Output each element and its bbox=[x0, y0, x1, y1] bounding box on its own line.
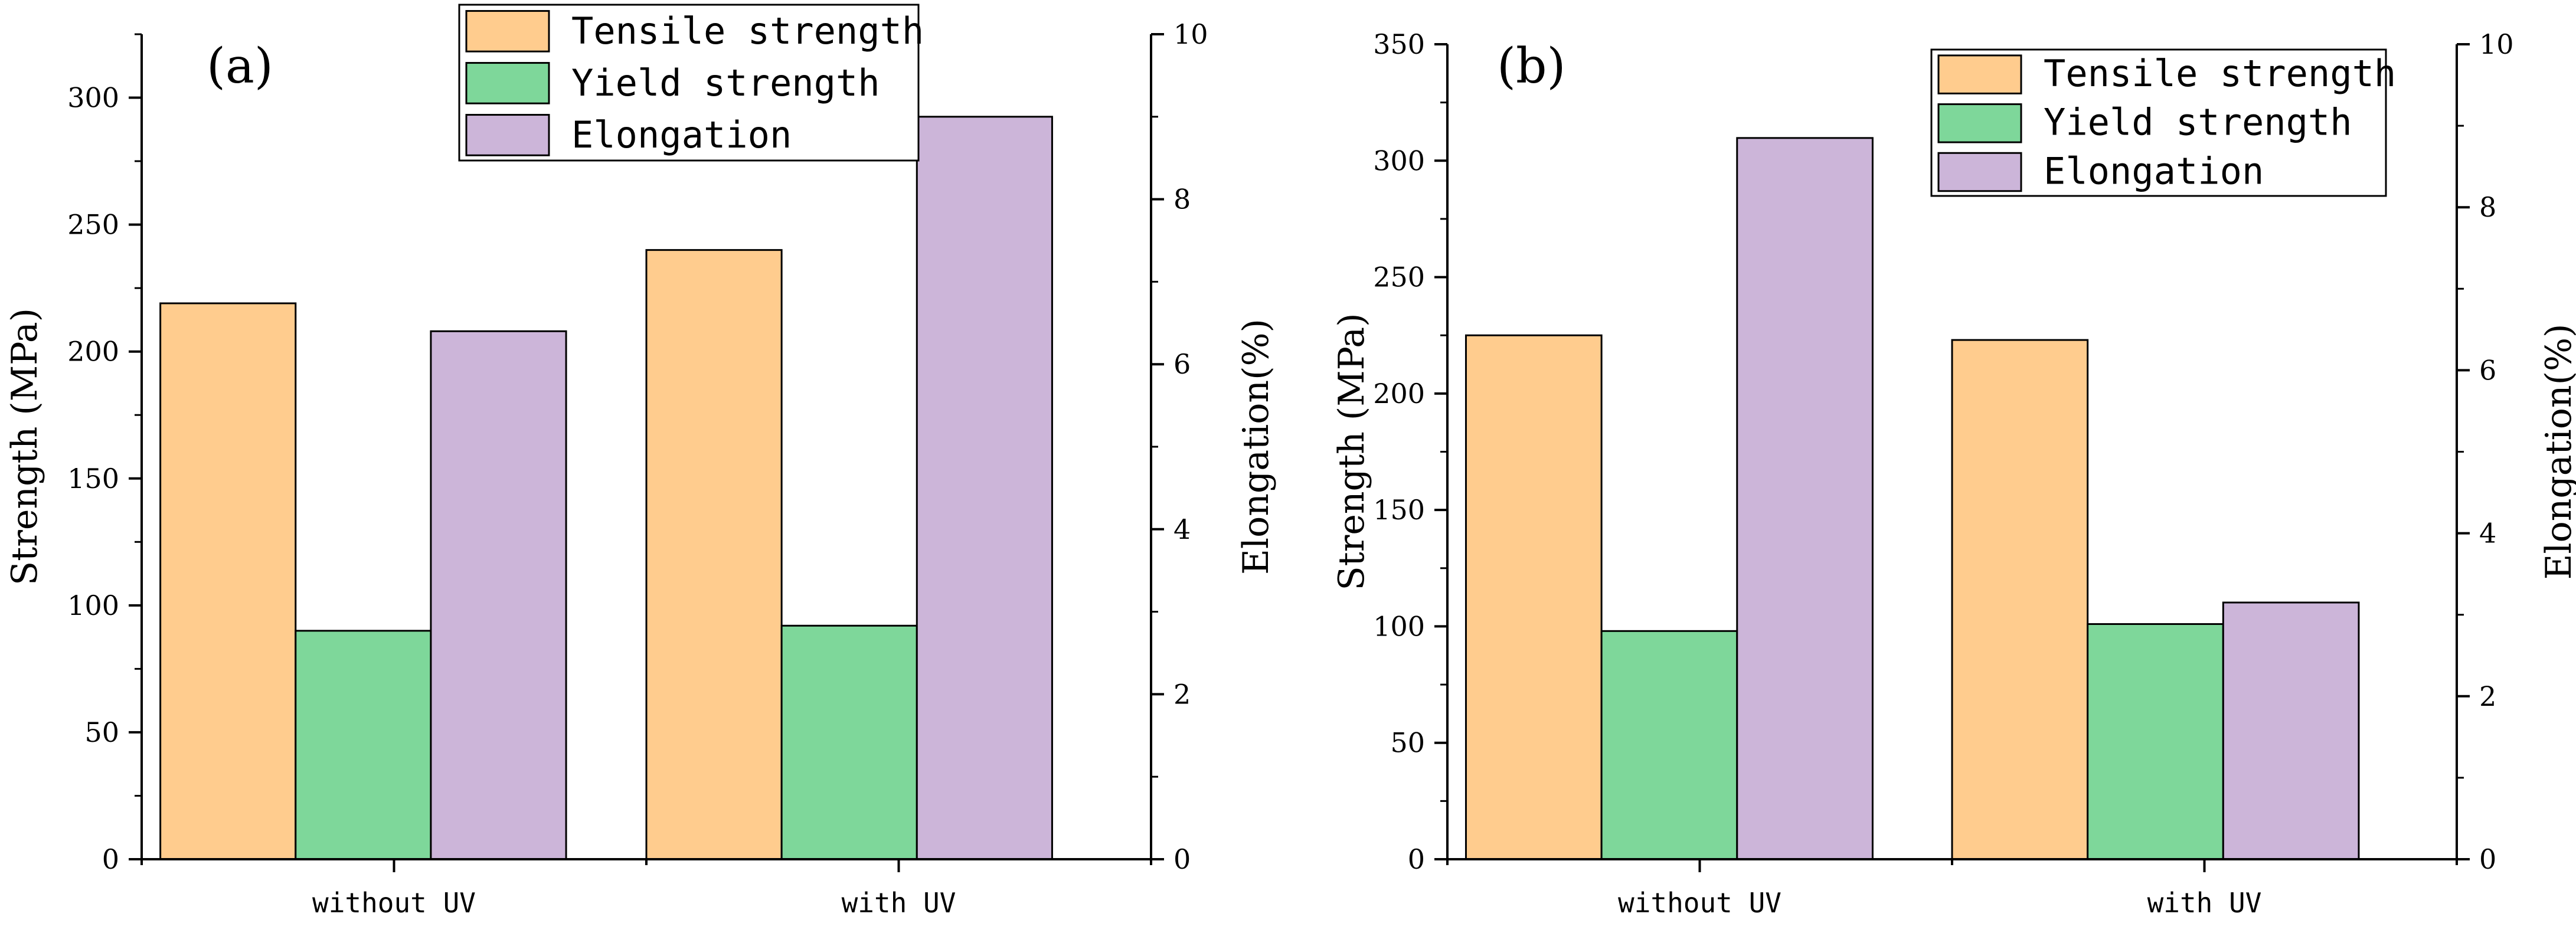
bar-yield-without-uv bbox=[295, 630, 432, 860]
y-axis-title-right: Elongation(%) bbox=[1235, 319, 1277, 575]
legend-swatch-elongation bbox=[465, 114, 550, 156]
y-tick-label-right: 6 bbox=[2479, 354, 2496, 386]
y-tick-label-left: 200 bbox=[1373, 378, 1425, 410]
y-tick-label-left: 0 bbox=[1408, 843, 1425, 875]
legend-label-tensile: Tensile strength bbox=[2044, 52, 2396, 95]
x-category-label: with UV bbox=[842, 887, 956, 919]
y-tick-label-right: 0 bbox=[2479, 843, 2496, 875]
chart-panel-a: 0 50 100 150 200 250 300 0 2 4 6 8 10 without UV with … bbox=[4, 4, 1277, 919]
panel-label: (a) bbox=[207, 38, 273, 94]
legend-label-tensile: Tensile strength bbox=[571, 9, 924, 53]
legend-swatch-yield bbox=[1937, 103, 2022, 143]
y-tick-label-right: 8 bbox=[1173, 184, 1191, 215]
legend-swatch-yield bbox=[465, 62, 550, 104]
legend-label-elongation: Elongation bbox=[571, 113, 792, 156]
legend-swatch-elongation bbox=[1937, 152, 2022, 192]
y-axis-title-left: Strength (MPa) bbox=[4, 308, 45, 585]
chart-panel-b: 0 50 100 150 200 250 300 350 0 2 4 6 8 10 without UV wi… bbox=[1331, 28, 2576, 919]
y-tick-label-left: 150 bbox=[1373, 494, 1425, 526]
bar-elongation-with-uv bbox=[2222, 601, 2360, 860]
y-tick-label-left: 200 bbox=[67, 336, 119, 368]
y-axis-title-right: Elongation(%) bbox=[2538, 324, 2576, 580]
legend-label-yield: Yield strength bbox=[571, 61, 880, 104]
x-category-label: without UV bbox=[312, 887, 476, 919]
y-tick-label-left: 300 bbox=[1373, 145, 1425, 176]
panel-label: (b) bbox=[1497, 38, 1565, 94]
y-tick-label-left: 100 bbox=[1373, 610, 1425, 642]
legend-label-elongation: Elongation bbox=[2044, 149, 2264, 192]
y-tick-label-left: 0 bbox=[102, 843, 119, 875]
bar-elongation-with-uv bbox=[916, 116, 1053, 860]
legend: Tensile strength Yield strength Elongation bbox=[458, 4, 924, 162]
y-tick-label-right: 2 bbox=[2479, 680, 2496, 712]
legend-swatch-tensile bbox=[1937, 54, 2022, 94]
x-category-label: with UV bbox=[2147, 887, 2262, 919]
y-tick-label-right: 10 bbox=[1173, 18, 1208, 50]
bar-tensile-without-uv bbox=[1464, 334, 1603, 860]
bar-tensile-with-uv bbox=[1951, 339, 2089, 860]
y-tick-label-left: 250 bbox=[1373, 261, 1425, 293]
y-tick-label-right: 0 bbox=[1173, 843, 1191, 875]
y-tick-label-left: 150 bbox=[67, 463, 119, 495]
y-tick-label-right: 4 bbox=[1173, 513, 1191, 545]
y-tick-label-right: 4 bbox=[2479, 518, 2496, 549]
y-tick-label-left: 50 bbox=[84, 716, 119, 748]
legend-swatch-tensile bbox=[465, 10, 550, 53]
legend: Tensile strength Yield strength Elongation bbox=[1930, 48, 2396, 197]
bar-yield-without-uv bbox=[1600, 630, 1738, 860]
y-tick-label-right: 10 bbox=[2479, 28, 2514, 60]
y-tick-label-left: 350 bbox=[1373, 28, 1425, 60]
x-category-label: without UV bbox=[1618, 887, 1781, 919]
y-tick-label-left: 300 bbox=[67, 82, 119, 114]
bar-elongation-without-uv bbox=[1736, 137, 1874, 860]
y-tick-label-right: 8 bbox=[2479, 191, 2496, 223]
bar-yield-with-uv bbox=[2087, 623, 2224, 860]
y-axis-title-left: Strength (MPa) bbox=[1331, 313, 1372, 591]
y-tick-label-right: 2 bbox=[1173, 678, 1191, 710]
y-tick-label-left: 250 bbox=[67, 209, 119, 241]
legend-label-yield: Yield strength bbox=[2044, 101, 2352, 144]
y-tick-label-right: 6 bbox=[1173, 348, 1191, 380]
y-tick-label-left: 100 bbox=[67, 590, 119, 621]
bar-elongation-without-uv bbox=[430, 330, 567, 860]
bar-yield-with-uv bbox=[780, 624, 918, 860]
bar-tensile-with-uv bbox=[645, 249, 783, 860]
y-tick-label-left: 50 bbox=[1390, 727, 1425, 759]
bar-tensile-without-uv bbox=[159, 302, 297, 860]
